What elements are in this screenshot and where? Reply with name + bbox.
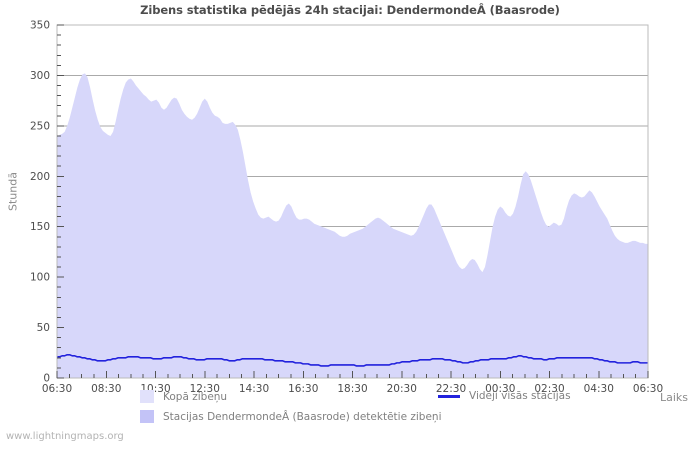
svg-text:02:30: 02:30 bbox=[534, 383, 564, 395]
svg-text:50: 50 bbox=[37, 322, 50, 334]
svg-text:00:30: 00:30 bbox=[485, 383, 515, 395]
svg-text:08:30: 08:30 bbox=[91, 383, 121, 395]
site-watermark: www.lightningmaps.org bbox=[6, 431, 124, 442]
legend-swatch-total bbox=[140, 390, 154, 403]
svg-text:06:30: 06:30 bbox=[633, 383, 663, 395]
svg-text:14:30: 14:30 bbox=[239, 383, 269, 395]
svg-text:04:30: 04:30 bbox=[584, 383, 614, 395]
svg-text:300: 300 bbox=[30, 70, 50, 82]
y-axis-ticks: 0 50 100 150 200 250 300 350 bbox=[30, 20, 64, 385]
svg-text:100: 100 bbox=[30, 272, 50, 284]
legend-item-station: Stacijas DendermondeÂ (Baasrode) detektē… bbox=[140, 410, 442, 423]
legend-item-total: Kopā zibeņu bbox=[140, 390, 227, 403]
station-detections-area bbox=[57, 73, 648, 378]
legend-line-average bbox=[438, 394, 460, 398]
x-axis-label: Laiks bbox=[659, 391, 688, 404]
legend-label-average: Vidēji visās stacijās bbox=[469, 390, 571, 402]
svg-text:250: 250 bbox=[30, 120, 50, 132]
legend-label-total: Kopā zibeņu bbox=[163, 390, 228, 403]
svg-text:22:30: 22:30 bbox=[436, 383, 466, 395]
svg-text:12:30: 12:30 bbox=[190, 383, 220, 395]
chart-title: Zibens statistika pēdējās 24h stacijai: … bbox=[140, 3, 560, 17]
legend-label-station: Stacijas DendermondeÂ (Baasrode) detektē… bbox=[163, 410, 442, 423]
svg-text:06:30: 06:30 bbox=[42, 383, 72, 395]
svg-text:18:30: 18:30 bbox=[337, 383, 367, 395]
svg-text:0: 0 bbox=[43, 373, 50, 385]
legend-item-average: Vidēji visās stacijās bbox=[438, 390, 571, 402]
x-axis-ticks: 06:30 08:30 10:30 12:30 14:30 16:30 18:30 20:30… bbox=[42, 371, 663, 395]
svg-text:150: 150 bbox=[30, 221, 50, 233]
legend-swatch-station bbox=[140, 410, 154, 423]
svg-text:20:30: 20:30 bbox=[387, 383, 417, 395]
y-axis-label: Stundā bbox=[6, 172, 20, 211]
average-all-stations-line bbox=[57, 354, 648, 367]
svg-text:200: 200 bbox=[30, 171, 50, 183]
svg-text:16:30: 16:30 bbox=[288, 383, 318, 395]
chart-legend: Kopā zibeņu Stacijas DendermondeÂ (Baasr… bbox=[0, 388, 700, 428]
svg-text:350: 350 bbox=[30, 20, 50, 32]
